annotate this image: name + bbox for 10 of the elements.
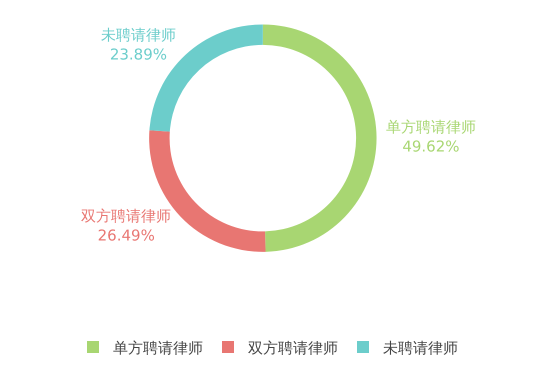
- legend-label: 未聘请律师: [383, 338, 458, 357]
- donut-slice: [262, 24, 377, 252]
- slice-label: 双方聘请律师: [81, 206, 172, 225]
- data-label: 23.89%: [110, 46, 168, 64]
- legend-label: 单方聘请律师: [113, 338, 203, 357]
- slice-label: 未聘请律师: [100, 26, 176, 44]
- data-label: 49.62%: [402, 138, 460, 156]
- data-label: 26.49%: [98, 226, 155, 244]
- legend-label: 双方聘请律师: [248, 338, 338, 357]
- slice-label: 单方聘请律师: [386, 118, 476, 136]
